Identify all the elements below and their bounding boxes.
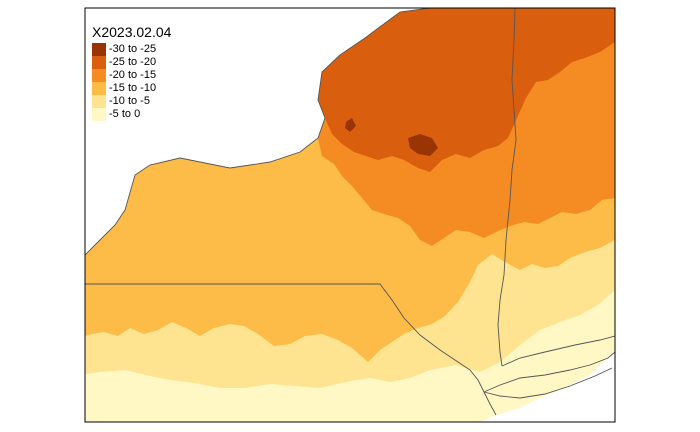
temperature-band-25-20 bbox=[318, 8, 615, 172]
temperature-band-30-25 bbox=[408, 134, 438, 156]
legend-swatch bbox=[92, 108, 106, 121]
pennsylvania-border bbox=[85, 283, 497, 416]
map-frame bbox=[84, 7, 616, 423]
vermont-border bbox=[497, 8, 517, 367]
legend-item: -20 to -15 bbox=[92, 69, 252, 82]
long-island-border bbox=[483, 351, 615, 399]
lake-erie bbox=[85, 8, 230, 255]
legend-label: -10 to -5 bbox=[109, 95, 150, 107]
legend-label: -20 to -15 bbox=[109, 69, 157, 81]
legend-label: -15 to -10 bbox=[109, 82, 157, 94]
temperature-band-30-25-patch bbox=[345, 118, 356, 132]
legend-label: -25 to -20 bbox=[109, 56, 157, 68]
legend: X2023.02.04 -30 to -25 -25 to -20 -20 to… bbox=[92, 24, 252, 121]
border-lines bbox=[85, 8, 615, 416]
ocean bbox=[480, 350, 615, 422]
legend-title: X2023.02.04 bbox=[92, 24, 172, 40]
legend-item: -25 to -20 bbox=[92, 56, 252, 69]
shoreline-border bbox=[85, 8, 431, 256]
connecticut-border bbox=[501, 335, 615, 367]
legend-swatch bbox=[92, 95, 106, 108]
legend-swatch bbox=[92, 69, 106, 82]
legend-swatch bbox=[92, 56, 106, 69]
legend-swatch bbox=[92, 82, 106, 95]
legend-label: -30 to -25 bbox=[109, 43, 157, 55]
legend-item: -15 to -10 bbox=[92, 82, 252, 95]
map-panel bbox=[85, 8, 615, 422]
legend-item: -5 to 0 bbox=[92, 108, 252, 121]
legend-swatch bbox=[92, 43, 106, 56]
legend-label: -5 to 0 bbox=[109, 108, 141, 120]
legend-item: -10 to -5 bbox=[92, 95, 252, 108]
legend-item: -30 to -25 bbox=[92, 43, 252, 56]
